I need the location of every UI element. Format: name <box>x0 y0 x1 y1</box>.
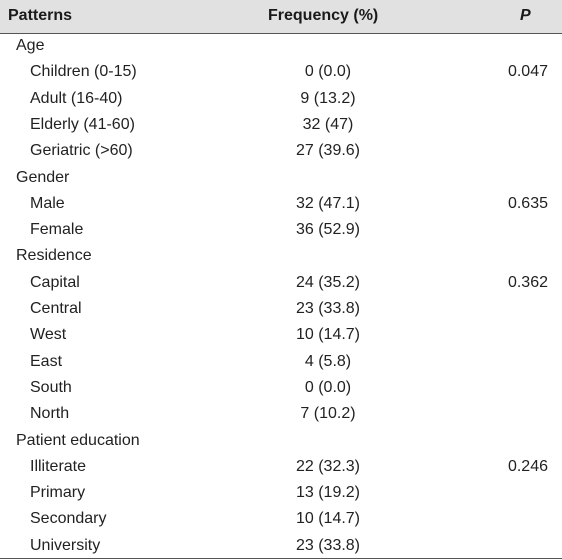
frequency-cell: 24 (35.2) <box>295 273 361 291</box>
pattern-label: East <box>30 352 63 370</box>
p-value-cell: 0.047 <box>507 63 548 81</box>
frequency-cell: 0 (0.0) <box>304 63 352 81</box>
table-row: East 4 (5.8) <box>0 349 562 375</box>
frequency-cell: 10 (14.7) <box>295 510 361 528</box>
group-label: Age <box>16 37 45 54</box>
frequency-cell: 23 (33.8) <box>295 536 361 554</box>
table-row: Elderly (41-60) 32 (47) <box>0 112 562 138</box>
pattern-label: Primary <box>30 484 86 502</box>
pattern-label: North <box>30 405 70 423</box>
table-row: Capital 24 (35.2) 0.362 <box>0 270 562 296</box>
header-p-value: P <box>520 7 531 24</box>
pattern-label: Male <box>30 194 65 212</box>
table-header: Patterns Frequency (%) P <box>0 0 562 34</box>
table-row: South 0 (0.0) <box>0 375 562 401</box>
group-label: Patient education <box>16 431 140 449</box>
group-label: Gender <box>16 168 70 186</box>
table-row: Geriatric (>60) 27 (39.6) <box>0 138 562 164</box>
table-row: Illiterate 22 (32.3) 0.246 <box>0 454 562 480</box>
pattern-label: South <box>30 378 72 396</box>
table-row: University 23 (33.8) <box>0 533 562 559</box>
frequency-cell: 10 (14.7) <box>295 326 361 344</box>
header-frequency: Frequency (%) <box>268 7 379 24</box>
pattern-label: Capital <box>30 273 80 291</box>
frequency-cell: 13 (19.2) <box>295 484 361 502</box>
table-group-row: Residence <box>0 243 562 269</box>
pattern-label: Children (0-15) <box>30 63 137 81</box>
p-value-cell: 0.246 <box>507 457 548 475</box>
pattern-label: Elderly (41-60) <box>30 115 135 133</box>
table-group-row: Gender <box>0 165 562 191</box>
pattern-label: Central <box>30 300 82 317</box>
pattern-label: University <box>30 536 101 554</box>
p-value-cell: 0.362 <box>507 273 548 291</box>
frequency-cell: 36 (52.9) <box>295 221 361 239</box>
table-group-row: Age <box>0 33 562 59</box>
pattern-label: Female <box>30 221 84 239</box>
table-row: North 7 (10.2) <box>0 401 562 427</box>
pattern-label: Secondary <box>30 510 107 528</box>
frequency-cell: 9 (13.2) <box>300 89 356 107</box>
frequency-cell: 22 (32.3) <box>295 457 361 475</box>
frequency-cell: 4 (5.8) <box>304 352 352 370</box>
group-label: Residence <box>16 247 92 265</box>
frequency-cell: 32 (47.1) <box>295 194 361 212</box>
table-row: Primary 13 (19.2) <box>0 480 562 506</box>
table-row: Male 32 (47.1) 0.635 <box>0 191 562 217</box>
table-row: Female 36 (52.9) <box>0 217 562 243</box>
table-row: Secondary 10 (14.7) <box>0 506 562 532</box>
table-group-row: Patient education <box>0 428 562 454</box>
header-patterns: Patterns <box>8 7 73 24</box>
frequency-cell: 32 (47) <box>302 115 354 133</box>
table-bottom-rule <box>0 558 562 559</box>
table-row: Central 23 (33.8) <box>0 296 562 322</box>
table-row: Children (0-15) 0 (0.0) 0.047 <box>0 59 562 85</box>
p-value-cell: 0.635 <box>507 194 548 212</box>
pattern-label: West <box>30 326 67 344</box>
frequency-cell: 27 (39.6) <box>295 142 361 160</box>
pattern-label: Adult (16-40) <box>30 89 123 107</box>
table-row: Adult (16-40) 9 (13.2) <box>0 86 562 112</box>
pattern-label: Geriatric (>60) <box>30 142 133 160</box>
frequency-cell: 0 (0.0) <box>304 378 352 396</box>
frequency-cell: 7 (10.2) <box>300 405 356 423</box>
pattern-label: Illiterate <box>30 457 87 475</box>
frequency-cell: 23 (33.8) <box>295 300 361 317</box>
table-row: West 10 (14.7) <box>0 322 562 348</box>
